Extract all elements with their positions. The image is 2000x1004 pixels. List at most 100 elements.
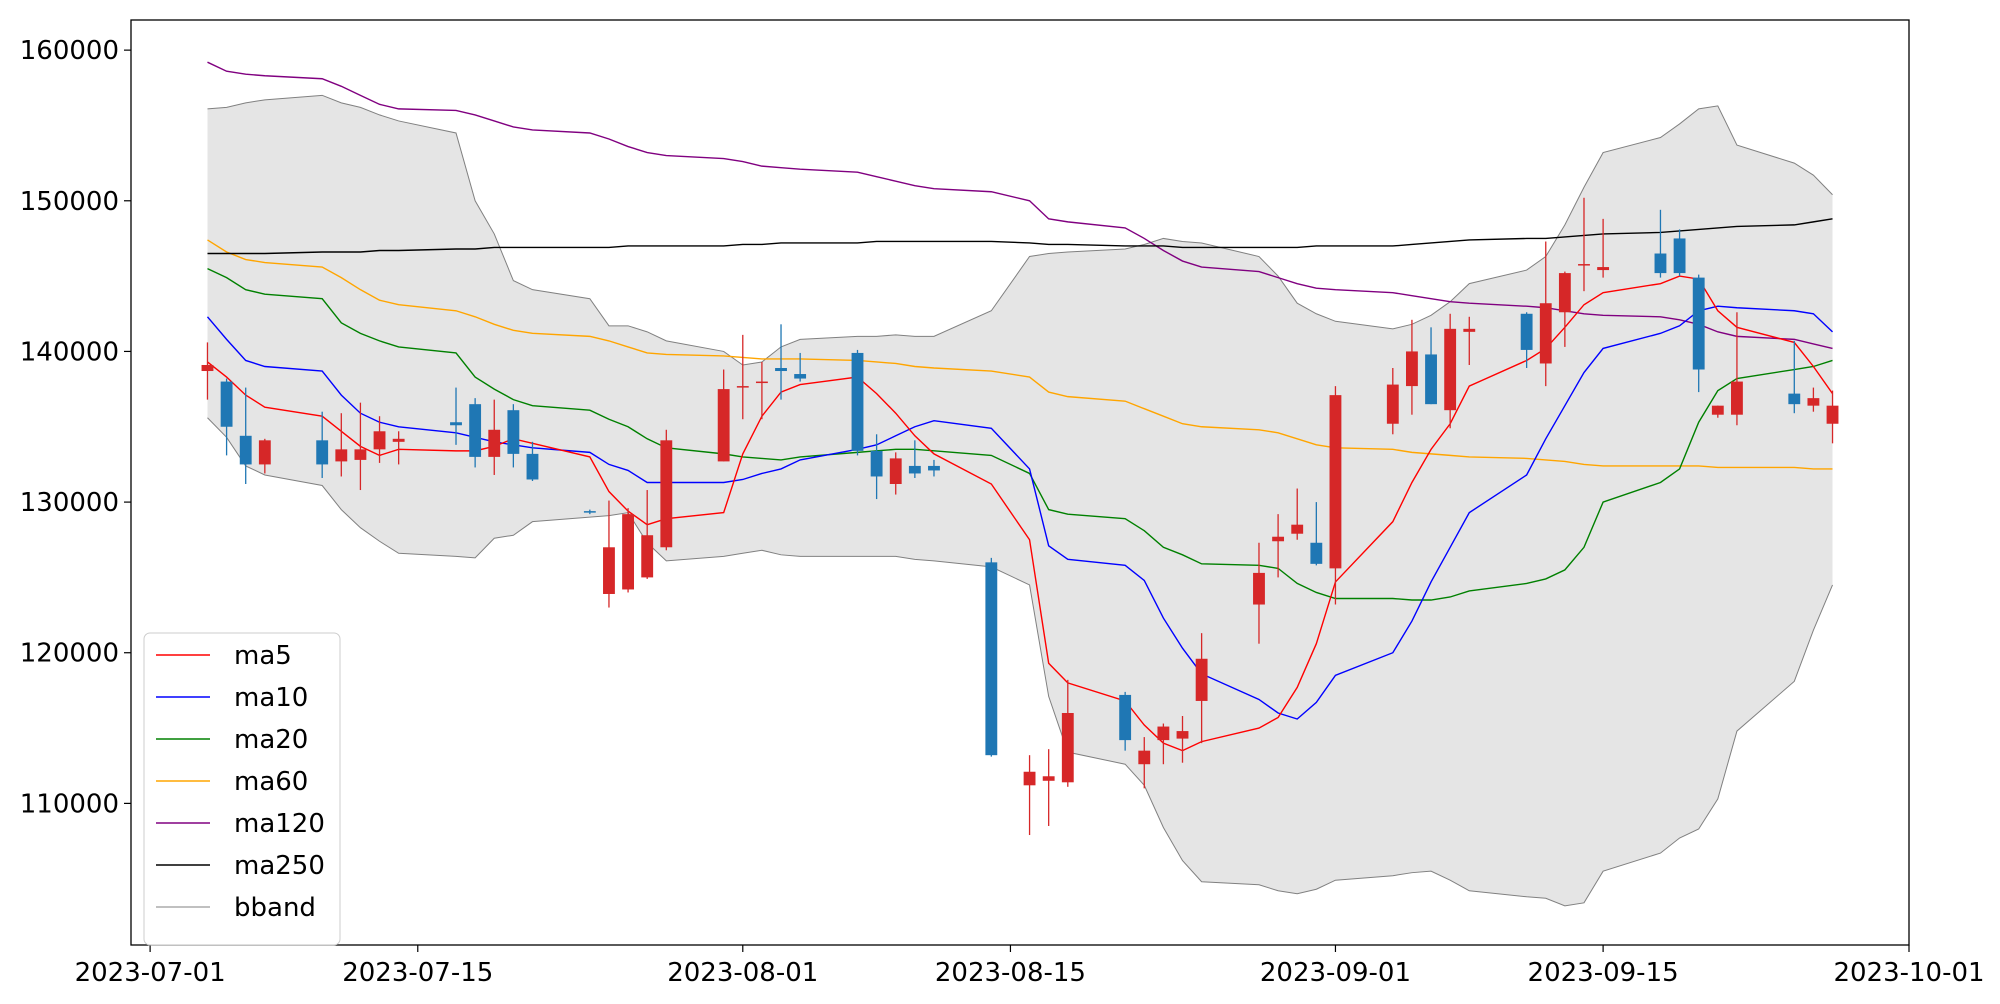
candle-body [1463, 328, 1476, 332]
candle-body [1042, 776, 1055, 781]
candle-body [1176, 731, 1189, 739]
candle-2023-08-29 [1272, 514, 1285, 578]
candle-2023-08-30 [1291, 488, 1304, 540]
legend-entry-ma10: ma10 [156, 683, 308, 713]
candle-2023-09-13 [1558, 271, 1571, 347]
candle-2023-07-13 [373, 416, 386, 463]
candle-body [507, 410, 520, 454]
plot-frame [130, 19, 1910, 946]
x-tick-label: 2023-09-01 [1260, 958, 1411, 988]
candle-body [755, 381, 768, 384]
candle-2023-08-18 [1061, 679, 1074, 787]
candle-body [450, 422, 462, 426]
candle-body [775, 368, 787, 372]
legend-label: bband [234, 893, 316, 923]
candle-body [316, 440, 329, 465]
candle-2023-07-31 [717, 369, 730, 462]
candle-2023-07-28 [660, 429, 673, 551]
candle-body [583, 511, 596, 513]
y-tick-label: 120000 [20, 639, 119, 669]
candle-body [335, 449, 348, 462]
candle-2023-09-11 [1520, 312, 1533, 369]
candle-body [985, 562, 998, 756]
candle-2023-07-21 [526, 441, 539, 481]
candle-2023-08-21 [1119, 691, 1132, 751]
x-tick-label: 2023-09-15 [1528, 958, 1679, 988]
candle-body [258, 440, 271, 465]
candle-2023-07-17 [450, 387, 462, 445]
line-ma60 [207, 239, 1833, 470]
candle-body [1826, 405, 1839, 424]
candle-2023-08-28 [1253, 542, 1265, 644]
candle-2023-09-14 [1578, 197, 1590, 292]
candle-body [1291, 524, 1304, 534]
candle-2023-08-01 [736, 334, 749, 420]
axes-layer: 110000 120000 130000 140000 150000 160000 2023… [20, 36, 1985, 988]
candle-2023-08-14 [985, 557, 998, 757]
bollinger-band-area [207, 95, 1833, 906]
candle-2023-07-25 [603, 500, 615, 608]
candle-2023-09-06 [1425, 327, 1437, 405]
legend-label: ma120 [234, 809, 325, 839]
y-tick-label: 160000 [20, 36, 119, 66]
x-tick-label: 2023-10-01 [1833, 958, 1984, 988]
candle-2023-08-04 [794, 352, 807, 382]
candle-body [1788, 393, 1801, 405]
candle-2023-08-16 [1023, 755, 1036, 836]
candle-body [1692, 277, 1705, 370]
legend-label: ma5 [234, 641, 292, 671]
candle-2023-07-07 [258, 438, 271, 474]
candle-2023-08-25 [1195, 633, 1208, 744]
candle-2023-08-24 [1176, 716, 1189, 763]
candle-2023-08-17 [1042, 749, 1055, 826]
candle-body [354, 449, 367, 460]
candle-2023-08-10 [908, 440, 921, 478]
x-tick-label: 2023-07-01 [75, 958, 226, 988]
candle-body [1386, 384, 1399, 424]
candle-body [488, 429, 501, 457]
candle-body [1138, 750, 1151, 765]
legend-entry-ma5: ma5 [156, 641, 292, 671]
candle-body [220, 381, 233, 427]
y-tick-label: 150000 [20, 187, 119, 217]
candle-body [1272, 536, 1285, 542]
candle-body [1558, 273, 1571, 313]
legend-box [143, 632, 341, 946]
candle-body [1310, 542, 1323, 564]
candle-body [526, 453, 539, 480]
candle-2023-07-27 [641, 490, 654, 579]
candle-body [1520, 313, 1533, 350]
candle-body [1119, 694, 1132, 741]
candle-2023-09-21 [1711, 405, 1724, 418]
line-ma250 [207, 218, 1833, 255]
candle-2023-08-03 [775, 324, 787, 400]
legend-entry-ma60: ma60 [156, 767, 308, 797]
candle-body [469, 404, 482, 457]
legend-entry-ma250: ma250 [156, 851, 325, 881]
candle-body [373, 431, 386, 450]
candle-body [1711, 405, 1724, 415]
candle-body [622, 514, 635, 590]
candle-2023-09-27 [1826, 390, 1839, 444]
legend-label: ma10 [234, 683, 308, 713]
candle-body [239, 435, 252, 465]
candle-body [641, 535, 654, 578]
candle-2023-07-05 [220, 378, 233, 456]
legend-entry-bband: bband [156, 893, 316, 923]
candle-body [889, 458, 902, 485]
candle-body [1654, 253, 1667, 274]
candle-2023-09-20 [1692, 274, 1705, 393]
bollinger-band-lower [207, 417, 1833, 907]
candle-2023-08-08 [870, 434, 883, 500]
candle-body [1578, 264, 1590, 266]
candle-body [1061, 712, 1074, 783]
candle-body [1253, 572, 1265, 605]
y-tick-label: 130000 [20, 488, 119, 518]
candle-body [392, 438, 405, 442]
candle-2023-08-02 [755, 361, 768, 420]
candle-2023-09-12 [1539, 241, 1552, 387]
candle-2023-07-19 [488, 399, 501, 475]
candle-2023-07-18 [469, 398, 482, 468]
candle-2023-08-11 [928, 459, 940, 477]
bollinger-band-layer [207, 94, 1833, 907]
